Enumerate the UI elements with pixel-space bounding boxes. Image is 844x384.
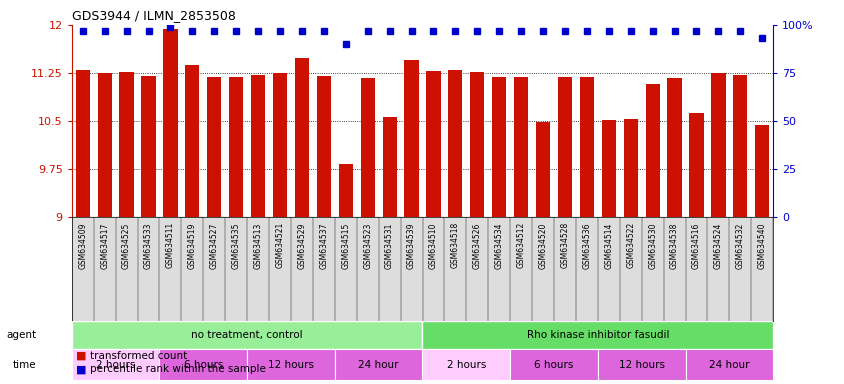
Bar [447, 70, 462, 217]
Text: time: time [14, 360, 37, 370]
Text: GSM634540: GSM634540 [757, 222, 766, 269]
Text: GSM634523: GSM634523 [363, 222, 371, 268]
Bar [579, 78, 593, 217]
Text: 12 hours: 12 hours [618, 360, 664, 370]
Text: GSM634528: GSM634528 [560, 222, 569, 268]
Bar [360, 78, 375, 217]
Text: GSM634529: GSM634529 [297, 222, 306, 268]
Text: GSM634509: GSM634509 [78, 222, 87, 269]
Text: GSM634537: GSM634537 [319, 222, 328, 269]
Text: 6 hours: 6 hours [183, 360, 223, 370]
Bar [273, 73, 287, 217]
Bar [689, 113, 703, 217]
Text: Rho kinase inhibitor fasudil: Rho kinase inhibitor fasudil [526, 330, 668, 340]
Text: GSM634526: GSM634526 [473, 222, 481, 268]
Bar [72, 321, 422, 349]
Bar [251, 75, 265, 217]
Text: GSM634521: GSM634521 [275, 222, 284, 268]
Text: 12 hours: 12 hours [268, 360, 314, 370]
Text: GSM634531: GSM634531 [385, 222, 393, 268]
Bar [404, 60, 418, 217]
Text: agent: agent [7, 330, 37, 340]
Text: GSM634532: GSM634532 [735, 222, 744, 268]
Text: GSM634530: GSM634530 [647, 222, 657, 269]
Bar [163, 29, 177, 217]
Text: GSM634539: GSM634539 [407, 222, 415, 269]
Bar [334, 349, 422, 380]
Text: GSM634536: GSM634536 [582, 222, 591, 269]
Bar [645, 84, 659, 217]
Bar [426, 71, 440, 217]
Bar [711, 73, 725, 217]
Bar [510, 349, 598, 380]
Bar [535, 122, 549, 217]
Text: transformed count: transformed count [90, 351, 187, 361]
Text: GSM634525: GSM634525 [122, 222, 131, 268]
Bar [422, 321, 772, 349]
Text: GSM634527: GSM634527 [209, 222, 219, 268]
Text: GSM634519: GSM634519 [187, 222, 197, 268]
Text: percentile rank within the sample: percentile rank within the sample [90, 364, 266, 374]
Text: 2 hours: 2 hours [446, 360, 485, 370]
Text: GSM634513: GSM634513 [253, 222, 262, 268]
Text: GSM634518: GSM634518 [451, 222, 459, 268]
Text: 6 hours: 6 hours [533, 360, 573, 370]
Text: GSM634534: GSM634534 [494, 222, 503, 269]
Bar [667, 78, 681, 217]
Text: 24 hour: 24 hour [708, 360, 749, 370]
Bar [229, 77, 243, 217]
Text: GDS3944 / ILMN_2853508: GDS3944 / ILMN_2853508 [72, 9, 235, 22]
Bar [557, 77, 571, 217]
Bar [338, 164, 353, 217]
Text: 24 hour: 24 hour [358, 360, 398, 370]
Text: GSM634533: GSM634533 [143, 222, 153, 269]
Text: GSM634520: GSM634520 [538, 222, 547, 268]
Text: GSM634535: GSM634535 [231, 222, 241, 269]
Bar [684, 349, 772, 380]
Text: GSM634517: GSM634517 [100, 222, 109, 268]
Text: GSM634511: GSM634511 [165, 222, 175, 268]
Bar [185, 65, 199, 217]
Text: GSM634538: GSM634538 [669, 222, 679, 268]
Text: GSM634514: GSM634514 [603, 222, 613, 268]
Bar [295, 58, 309, 217]
Text: no treatment, control: no treatment, control [191, 330, 303, 340]
Text: 2 hours: 2 hours [96, 360, 135, 370]
Bar [623, 119, 637, 217]
Bar [119, 72, 133, 217]
Bar [598, 349, 684, 380]
Bar [160, 349, 247, 380]
Bar [76, 70, 89, 217]
Bar [513, 77, 528, 217]
Bar [382, 117, 397, 217]
Bar [601, 120, 615, 217]
Bar [207, 77, 221, 217]
Text: ■: ■ [76, 364, 90, 374]
Bar [733, 75, 747, 217]
Bar [97, 73, 111, 217]
Bar [469, 72, 484, 217]
Bar [422, 349, 510, 380]
Bar [141, 76, 155, 217]
Bar [247, 349, 334, 380]
Bar [316, 76, 331, 217]
Bar [491, 77, 506, 217]
Text: GSM634522: GSM634522 [625, 222, 635, 268]
Bar [72, 349, 160, 380]
Text: ■: ■ [76, 351, 90, 361]
Text: GSM634512: GSM634512 [516, 222, 525, 268]
Text: GSM634515: GSM634515 [341, 222, 350, 268]
Text: GSM634516: GSM634516 [691, 222, 701, 268]
Text: GSM634524: GSM634524 [713, 222, 722, 268]
Bar [755, 125, 768, 217]
Text: GSM634510: GSM634510 [429, 222, 437, 268]
